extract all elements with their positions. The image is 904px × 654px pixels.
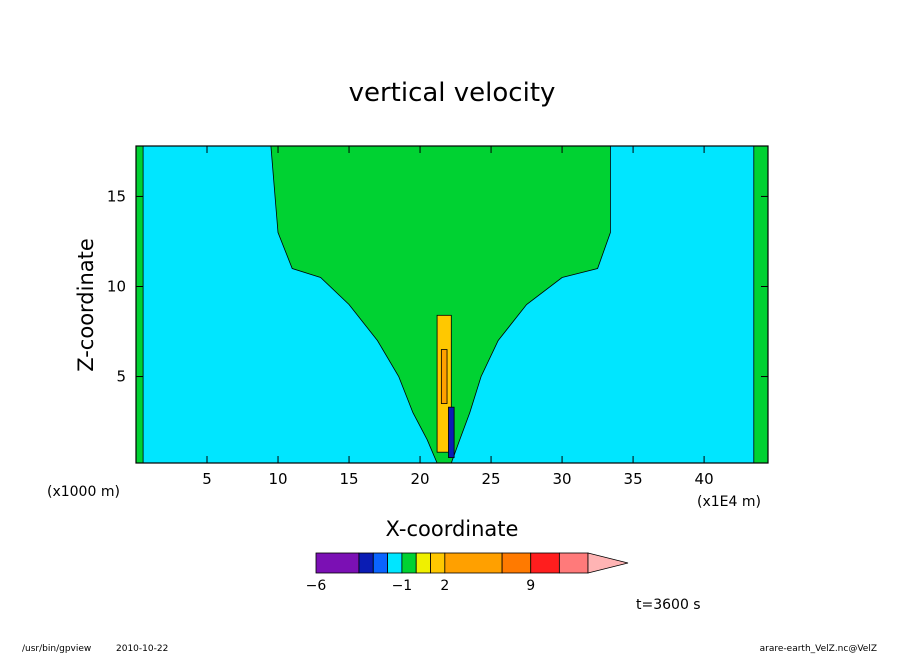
colorbar-box <box>401 552 417 574</box>
plot-frame <box>135 145 769 464</box>
x-unit-left: (x1000 m) <box>47 484 120 500</box>
footer-source: arare-earth_VelZ.nc@VelZ <box>760 644 877 654</box>
y-axis-ticks: 5 10 15 <box>107 187 768 386</box>
colorbar-box <box>501 552 532 574</box>
colorbar-box <box>372 552 388 574</box>
left-boundary-band <box>136 146 144 463</box>
colorbar-labels: −6 −1 2 9 <box>306 578 536 594</box>
x-tick-label: 5 <box>202 470 212 488</box>
y-axis-label: Z-coordinate <box>74 238 98 372</box>
colorbar <box>315 552 629 574</box>
colorbar-box <box>558 552 589 574</box>
x-tick-label: 25 <box>482 470 501 488</box>
y-tick-label: 10 <box>107 277 126 295</box>
colorbar-tip <box>587 552 629 574</box>
y-tick-label: 5 <box>116 368 126 386</box>
colorbar-tick-label: 9 <box>526 578 535 594</box>
x-axis-ticks: 5 10 15 20 25 30 35 40 <box>202 146 714 488</box>
colorbar-box <box>358 552 374 574</box>
colorbar-tick-label: −6 <box>306 578 327 594</box>
x-tick-label: 15 <box>339 470 358 488</box>
upper-outflow-plume <box>270 146 611 463</box>
right-boundary-band <box>753 146 768 463</box>
colorbar-box <box>315 552 360 574</box>
time-label: t=3600 s <box>636 597 701 613</box>
chart-title: vertical velocity <box>349 78 556 108</box>
velocity-field <box>136 146 768 463</box>
footer-date: 2010-10-22 <box>116 644 168 654</box>
plot-area: 5 10 15 20 25 30 35 40 5 10 15 <box>107 145 769 488</box>
y-tick-label: 15 <box>107 187 126 205</box>
footer-program: /usr/bin/gpview <box>22 644 91 654</box>
x-axis-label: X-coordinate <box>386 517 519 541</box>
x-tick-label: 30 <box>553 470 572 488</box>
colorbar-box <box>430 552 446 574</box>
colorbar-box <box>530 552 560 574</box>
x-unit-right: (x1E4 m) <box>697 494 761 510</box>
colorbar-tick-label: 2 <box>440 578 449 594</box>
x-tick-label: 40 <box>695 470 714 488</box>
colorbar-tick-label: −1 <box>392 578 413 594</box>
colorbar-box <box>387 552 403 574</box>
downdraft-core <box>448 406 455 458</box>
x-tick-label: 20 <box>410 470 429 488</box>
x-tick-label: 10 <box>268 470 287 488</box>
colorbar-box <box>444 552 503 574</box>
updraft-peak <box>440 349 448 404</box>
x-tick-label: 35 <box>624 470 643 488</box>
colorbar-box <box>415 552 431 574</box>
